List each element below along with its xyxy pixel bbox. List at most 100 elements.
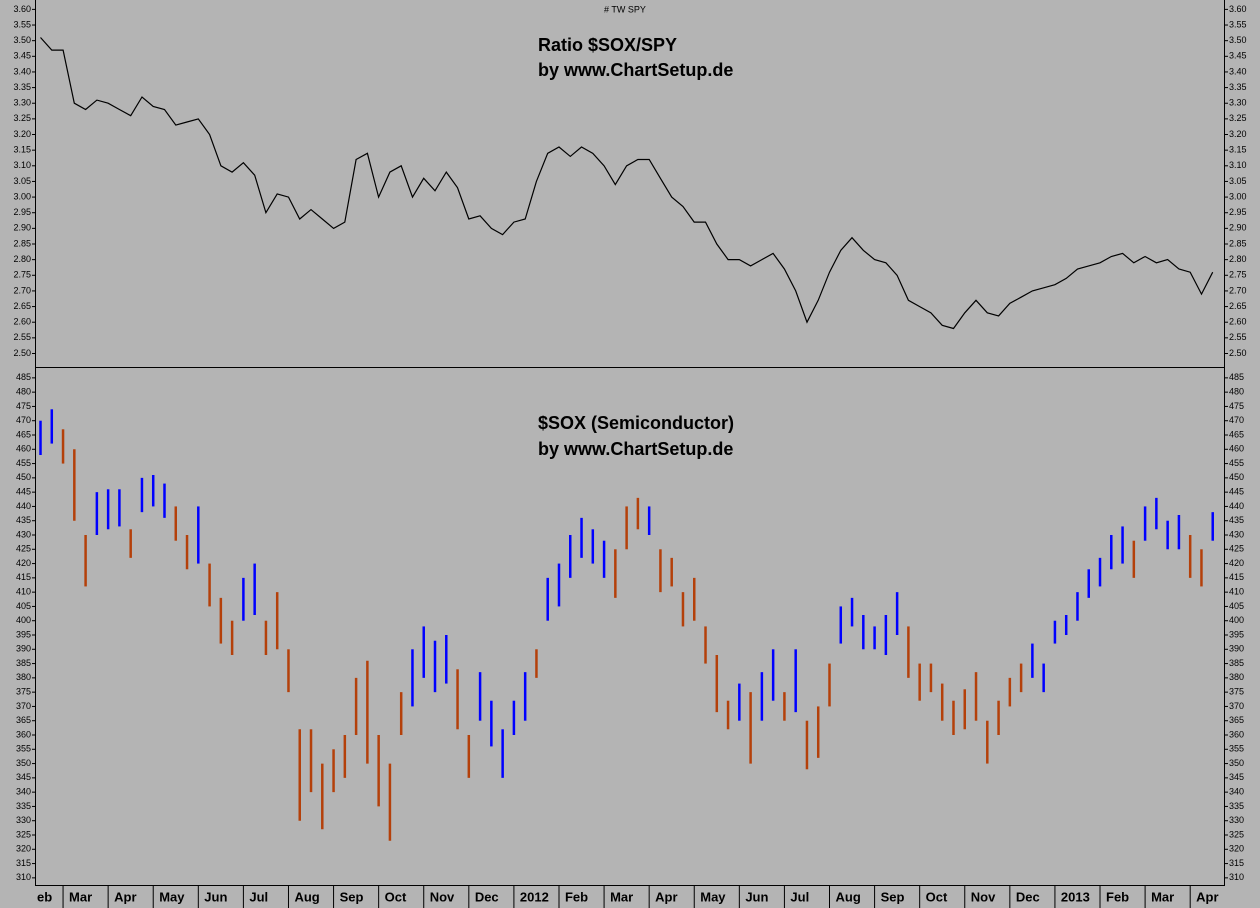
y-tick-label: 325 — [1229, 829, 1244, 839]
y-tick-label: 350 — [16, 758, 31, 768]
y-tick-label: 2.70 — [1229, 285, 1247, 295]
x-tick-label: Feb — [565, 889, 588, 904]
y-tick-label: 445 — [1229, 487, 1244, 497]
x-tick-label: Jul — [790, 889, 809, 904]
y-tick-label: 3.60 — [1229, 4, 1247, 14]
x-tick-label: eb — [37, 889, 52, 904]
y-tick-label: 395 — [1229, 629, 1244, 639]
x-tick-label: Dec — [475, 889, 499, 904]
y-tick-label: 2.65 — [13, 301, 31, 311]
y-tick-label: 3.40 — [13, 66, 31, 76]
x-tick-label: Apr — [114, 889, 136, 904]
y-tick-label: 420 — [16, 558, 31, 568]
y-tick-label: 3.10 — [13, 160, 31, 170]
y-tick-label: 360 — [16, 729, 31, 739]
x-tick-label: Sep — [340, 889, 364, 904]
y-tick-label: 475 — [16, 401, 31, 411]
annotation: # TW SPY — [604, 4, 646, 14]
x-tick-label: 2012 — [520, 889, 549, 904]
x-tick-label: Jun — [204, 889, 227, 904]
y-tick-label: 3.20 — [1229, 129, 1247, 139]
y-tick-label: 415 — [1229, 572, 1244, 582]
y-tick-label: 3.15 — [13, 145, 31, 155]
ratio-line — [40, 37, 1214, 330]
chart-title: Ratio $SOX/SPY — [538, 35, 677, 55]
x-tick-label: Jun — [745, 889, 768, 904]
y-tick-label: 3.30 — [13, 98, 31, 108]
x-tick-label: Apr — [1196, 889, 1218, 904]
y-tick-label: 360 — [1229, 729, 1244, 739]
chart-subtitle: by www.ChartSetup.de — [538, 439, 733, 459]
y-tick-label: 410 — [16, 587, 31, 597]
x-tick-label: Oct — [385, 889, 407, 904]
y-tick-label: 465 — [16, 429, 31, 439]
y-tick-label: 2.90 — [1229, 223, 1247, 233]
y-tick-label: 375 — [1229, 687, 1244, 697]
y-tick-label: 2.50 — [13, 348, 31, 358]
x-tick-label: Jul — [249, 889, 268, 904]
y-tick-label: 3.30 — [1229, 98, 1247, 108]
y-tick-label: 340 — [16, 787, 31, 797]
y-tick-label: 2.55 — [13, 332, 31, 342]
y-tick-label: 450 — [1229, 472, 1244, 482]
y-tick-label: 390 — [1229, 644, 1244, 654]
x-tick-label: May — [700, 889, 726, 904]
y-tick-label: 3.00 — [13, 191, 31, 201]
y-tick-label: 460 — [16, 444, 31, 454]
y-tick-label: 465 — [1229, 429, 1244, 439]
y-tick-label: 310 — [1229, 872, 1244, 882]
y-tick-label: 325 — [16, 829, 31, 839]
y-tick-label: 440 — [1229, 501, 1244, 511]
y-tick-label: 3.40 — [1229, 66, 1247, 76]
x-tick-label: Mar — [1151, 889, 1174, 904]
y-tick-label: 3.10 — [1229, 160, 1247, 170]
y-tick-label: 400 — [1229, 615, 1244, 625]
y-tick-label: 3.05 — [13, 176, 31, 186]
y-tick-label: 3.60 — [13, 4, 31, 14]
y-tick-label: 3.55 — [1229, 19, 1247, 29]
x-tick-label: 2013 — [1061, 889, 1090, 904]
y-tick-label: 2.60 — [13, 317, 31, 327]
y-tick-label: 425 — [16, 544, 31, 554]
y-tick-label: 330 — [1229, 815, 1244, 825]
y-tick-label: 310 — [16, 872, 31, 882]
y-tick-label: 3.20 — [13, 129, 31, 139]
y-tick-label: 365 — [16, 715, 31, 725]
y-tick-label: 2.75 — [13, 270, 31, 280]
y-tick-label: 3.50 — [1229, 35, 1247, 45]
y-tick-label: 375 — [16, 687, 31, 697]
x-tick-label: Mar — [69, 889, 92, 904]
y-tick-label: 355 — [1229, 744, 1244, 754]
y-tick-label: 405 — [1229, 601, 1244, 611]
y-tick-label: 2.70 — [13, 285, 31, 295]
y-tick-label: 470 — [1229, 415, 1244, 425]
y-tick-label: 3.25 — [13, 113, 31, 123]
y-tick-label: 390 — [16, 644, 31, 654]
y-tick-label: 3.35 — [1229, 82, 1247, 92]
y-tick-label: 400 — [16, 615, 31, 625]
y-tick-label: 455 — [16, 458, 31, 468]
x-tick-label: Nov — [430, 889, 455, 904]
y-tick-label: 3.15 — [1229, 145, 1247, 155]
y-tick-label: 430 — [1229, 529, 1244, 539]
y-tick-label: 3.45 — [1229, 51, 1247, 61]
y-tick-label: 2.80 — [13, 254, 31, 264]
y-tick-label: 2.90 — [13, 223, 31, 233]
y-tick-label: 470 — [16, 415, 31, 425]
y-tick-label: 2.95 — [1229, 207, 1247, 217]
x-tick-label: Feb — [1106, 889, 1129, 904]
y-tick-label: 450 — [16, 472, 31, 482]
x-tick-label: Oct — [926, 889, 948, 904]
y-tick-label: 340 — [1229, 787, 1244, 797]
y-tick-label: 2.75 — [1229, 270, 1247, 280]
y-tick-label: 3.50 — [13, 35, 31, 45]
y-tick-label: 320 — [1229, 844, 1244, 854]
y-tick-label: 2.65 — [1229, 301, 1247, 311]
y-tick-label: 3.55 — [13, 19, 31, 29]
plot-area — [39, 37, 1214, 841]
y-tick-label: 355 — [16, 744, 31, 754]
y-tick-label: 335 — [1229, 801, 1244, 811]
y-tick-label: 315 — [16, 858, 31, 868]
y-tick-label: 385 — [1229, 658, 1244, 668]
